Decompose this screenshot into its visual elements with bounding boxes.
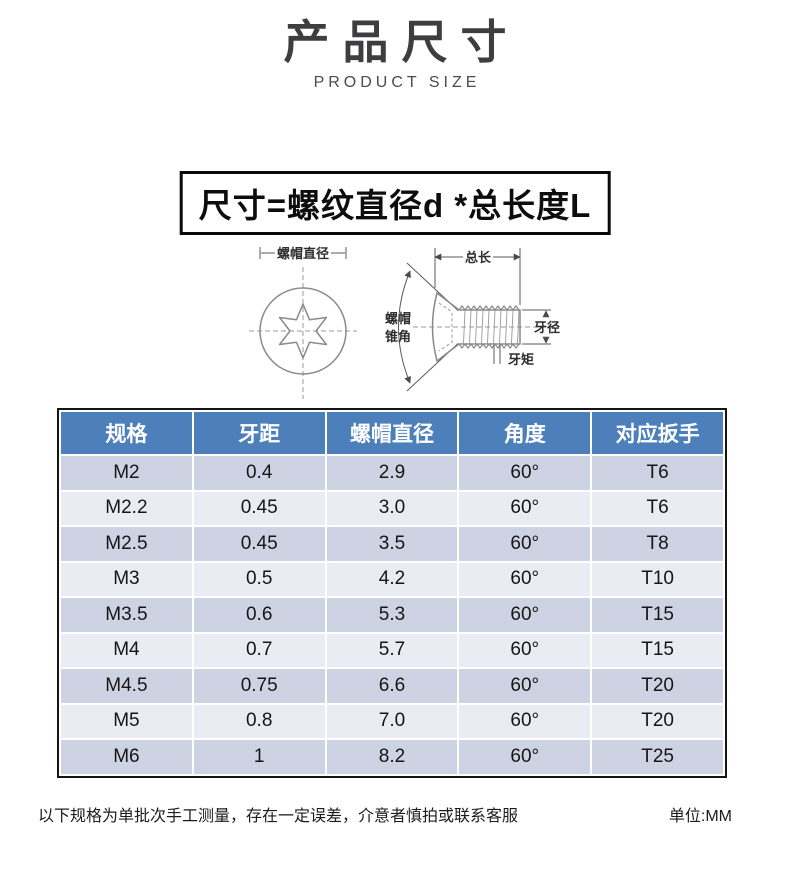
table-cell: 0.7 — [193, 633, 325, 667]
screw-outline — [431, 291, 521, 363]
table-row: M2 0.4 2.9 60° T6 — [61, 456, 723, 490]
table-header-cell: 对应扳手 — [592, 412, 723, 454]
table-cell: 60° — [459, 704, 591, 738]
size-formula-box: 尺寸=螺纹直径d *总长度L — [179, 171, 611, 235]
table-row: M2.5 0.45 3.5 60° T8 — [61, 527, 723, 561]
table-cell: 0.4 — [193, 456, 325, 490]
table-row: M4 0.7 5.7 60° T15 — [61, 633, 723, 667]
table-cell: 3.5 — [326, 527, 458, 561]
table-cell: 1 — [193, 740, 325, 774]
table-cell: M3 — [61, 562, 192, 596]
thread-flank-line — [475, 310, 478, 344]
unit-label: 单位:MM — [668, 808, 732, 825]
table-cell: M4.5 — [61, 669, 192, 703]
thread-pitch-label: 牙矩 — [508, 352, 534, 367]
table-cell: 60° — [459, 598, 591, 632]
cone-angle-arc — [398, 270, 411, 384]
table-cell: T25 — [592, 740, 723, 774]
thread-diameter-label: 牙径 — [534, 320, 560, 335]
screw-side-view: 总长 螺帽 锥角 牙径 牙矩 — [385, 248, 560, 392]
cone-angle-label-line2: 锥角 — [385, 329, 411, 344]
thread-flank-line — [493, 310, 496, 344]
table-cell: T15 — [592, 598, 723, 632]
table-cell: 0.8 — [193, 704, 325, 738]
spec-table: 规格 牙距 螺帽直径 角度 对应扳手 M2 0.4 2.9 60° T6 M2.2 0.45 3.0 6… — [59, 410, 725, 776]
table-cell: 8.2 — [326, 740, 458, 774]
table-header-row: 规格 牙距 螺帽直径 角度 对应扳手 — [61, 412, 723, 454]
table-cell: 4.2 — [326, 562, 458, 596]
spec-table-head: 规格 牙距 螺帽直径 角度 对应扳手 — [61, 412, 723, 454]
table-cell: 60° — [459, 740, 591, 774]
recess-hidden-lines — [438, 302, 453, 352]
table-cell: M2.5 — [61, 527, 192, 561]
table-row: M4.5 0.75 6.6 60° T20 — [61, 669, 723, 703]
table-cell: 0.45 — [193, 491, 325, 525]
table-row: M5 0.8 7.0 60° T20 — [61, 704, 723, 738]
thread-flank-line — [487, 310, 490, 344]
table-cell: 60° — [459, 562, 591, 596]
torx-star — [278, 303, 328, 359]
cap-diameter-label: 螺帽直径 — [277, 246, 329, 261]
table-cell: 60° — [459, 633, 591, 667]
page-subtitle: PRODUCT SIZE — [313, 74, 481, 91]
page-title: 产品尺寸 — [283, 16, 520, 68]
table-cell: M4 — [61, 633, 192, 667]
table-header-cell: 规格 — [61, 412, 192, 454]
thread-flank-line — [481, 310, 484, 344]
table-cell: T10 — [592, 562, 723, 596]
table-header-cell: 牙距 — [193, 412, 325, 454]
table-cell: M6 — [61, 740, 192, 774]
table-cell: 7.0 — [326, 704, 458, 738]
table-cell: M5 — [61, 704, 192, 738]
thread-hatch — [458, 305, 520, 349]
thread-flank-line — [505, 310, 508, 344]
thread-flank-line — [463, 310, 466, 344]
total-length-label: 总长 — [465, 250, 492, 265]
table-row: M2.2 0.45 3.0 60° T6 — [61, 491, 723, 525]
table-cell: T15 — [592, 633, 723, 667]
screw-head-circle — [259, 287, 347, 375]
thread-flank-line — [469, 310, 472, 344]
table-cell: 60° — [459, 491, 591, 525]
table-cell: T20 — [592, 704, 723, 738]
table-cell: 60° — [459, 527, 591, 561]
table-cell: M2 — [61, 456, 192, 490]
table-cell: 0.6 — [193, 598, 325, 632]
torx-head-front-view: 螺帽直径 — [249, 246, 357, 399]
table-cell: 0.5 — [193, 562, 325, 596]
thread-flank-line — [511, 310, 514, 344]
table-cell: T20 — [592, 669, 723, 703]
table-row: M6 1 8.2 60° T25 — [61, 740, 723, 774]
table-cell: T8 — [592, 527, 723, 561]
table-header-cell: 角度 — [459, 412, 591, 454]
spec-table-body: M2 0.4 2.9 60° T6 M2.2 0.45 3.0 60° T6 M2.5 0.45 3.5… — [61, 456, 723, 774]
measurement-note: 以下规格为单批次手工测量，存在一定误差，介意者慎拍或联系客服 — [38, 808, 519, 825]
table-cell: 60° — [459, 456, 591, 490]
table-header-cell: 螺帽直径 — [326, 412, 458, 454]
table-cell: M2.2 — [61, 491, 192, 525]
spec-table-wrapper: 规格 牙距 螺帽直径 角度 对应扳手 M2 0.4 2.9 60° T6 M2.2 0.45 3.0 6… — [57, 408, 727, 778]
cone-angle-label-line1: 螺帽 — [385, 311, 411, 326]
table-cell: 2.9 — [326, 456, 458, 490]
table-cell: M3.5 — [61, 598, 192, 632]
thread-flank-line — [517, 310, 520, 344]
screw-dimension-diagram: 螺帽直径 总长 螺帽 锥角 — [249, 246, 560, 399]
table-row: M3 0.5 4.2 60° T10 — [61, 562, 723, 596]
table-cell: 6.6 — [326, 669, 458, 703]
thread-flank-line — [499, 310, 502, 344]
table-cell: T6 — [592, 491, 723, 525]
table-cell: 5.7 — [326, 633, 458, 667]
table-cell: 60° — [459, 669, 591, 703]
thread-crest-top — [458, 305, 520, 311]
table-cell: 5.3 — [326, 598, 458, 632]
table-cell: T6 — [592, 456, 723, 490]
table-cell: 3.0 — [326, 491, 458, 525]
table-row: M3.5 0.6 5.3 60° T15 — [61, 598, 723, 632]
table-cell: 0.75 — [193, 669, 325, 703]
footer: 以下规格为单批次手工测量，存在一定误差，介意者慎拍或联系客服 单位:MM — [38, 802, 732, 826]
thread-crest-bottom — [458, 343, 520, 349]
table-cell: 0.45 — [193, 527, 325, 561]
